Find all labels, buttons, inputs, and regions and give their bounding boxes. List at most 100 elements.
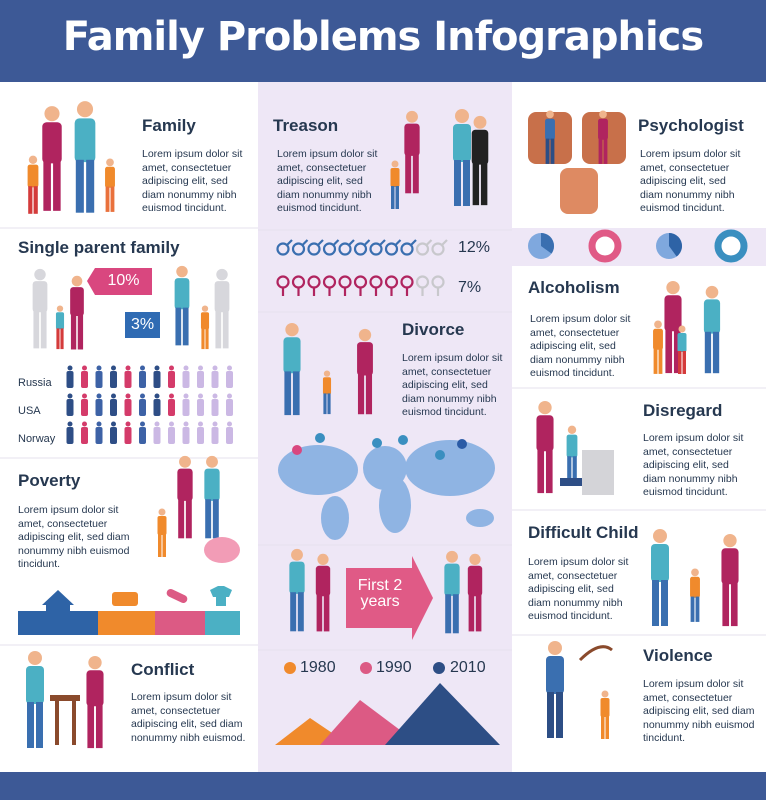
- icon-body: [110, 399, 117, 416]
- icon-head: [198, 365, 203, 371]
- legend-label: 2010: [450, 659, 486, 676]
- icon-body: [197, 399, 204, 416]
- person-head: [538, 400, 552, 415]
- person-head: [406, 110, 418, 123]
- male-icon-arrow: [379, 239, 386, 246]
- icon-head: [227, 421, 232, 427]
- person-body: [70, 287, 84, 317]
- map-continent: [466, 509, 494, 527]
- person-head: [446, 550, 458, 563]
- male-icon-arrow: [317, 239, 324, 246]
- person-head: [158, 508, 166, 516]
- icon-head: [169, 393, 174, 399]
- person-body: [703, 299, 721, 334]
- person-head: [176, 265, 188, 278]
- person-leg: [292, 371, 300, 416]
- person-head: [106, 158, 114, 167]
- person-leg: [472, 162, 480, 206]
- male-icon: [431, 242, 445, 256]
- section-title: Conflict: [131, 660, 195, 679]
- female-stat: 7%: [458, 279, 482, 296]
- person-body: [653, 328, 663, 350]
- person-leg: [75, 159, 84, 213]
- person-head: [705, 285, 719, 299]
- person-leg: [27, 702, 34, 748]
- person-head: [88, 655, 102, 670]
- table: [50, 695, 80, 701]
- icon-body: [197, 427, 204, 444]
- male-icon: [291, 242, 306, 256]
- person-leg: [28, 186, 33, 214]
- person-leg: [201, 328, 205, 350]
- person-leg: [545, 449, 553, 494]
- legend-dot: [360, 662, 372, 674]
- person-head: [358, 328, 372, 342]
- person-leg: [70, 314, 77, 350]
- person-leg: [712, 331, 720, 374]
- person-leg: [215, 310, 222, 349]
- map-pin: [292, 445, 302, 455]
- person-leg: [475, 594, 482, 632]
- person-body: [214, 281, 230, 313]
- map-continent: [379, 477, 411, 533]
- person-head: [317, 553, 329, 566]
- person-body: [322, 377, 332, 395]
- male-icon-arrow: [425, 239, 433, 246]
- person-leg: [95, 704, 103, 749]
- person-body: [404, 123, 420, 156]
- person-leg: [297, 592, 304, 632]
- icon-head: [140, 365, 145, 371]
- male-icon-arrow: [301, 239, 309, 246]
- person-head: [455, 109, 469, 123]
- person-leg: [661, 580, 668, 626]
- icon-head: [111, 421, 116, 427]
- chair-back: [560, 168, 598, 214]
- icon-body: [66, 371, 74, 388]
- legend-label: 1990: [376, 659, 412, 676]
- section-text: Lorem ipsum dolor sit amet, consectetuer…: [402, 352, 503, 419]
- person-body: [467, 565, 483, 597]
- section-title: Alcoholism: [528, 278, 620, 297]
- person-body: [357, 342, 373, 376]
- person-head: [666, 280, 680, 295]
- person-leg: [158, 534, 162, 557]
- male-icon-arrow: [348, 239, 355, 246]
- section-title: Treason: [273, 116, 339, 135]
- person-leg: [547, 692, 554, 738]
- arrow-shape: [346, 556, 433, 640]
- person-leg: [178, 499, 185, 539]
- person-leg: [665, 329, 673, 374]
- person-head: [469, 553, 481, 566]
- icon-body: [211, 399, 219, 416]
- person-leg: [77, 314, 84, 350]
- person-head: [216, 268, 228, 281]
- arrow-label: First 2 years: [357, 577, 403, 610]
- person-leg: [110, 186, 115, 212]
- person-leg: [704, 331, 712, 374]
- section-title: Psychologist: [638, 116, 744, 135]
- icon-body: [139, 399, 146, 416]
- person-leg: [658, 348, 663, 374]
- person-body: [157, 516, 167, 535]
- icon-body: [81, 371, 88, 388]
- icon-head: [140, 393, 145, 399]
- person-head: [28, 155, 38, 164]
- male-icon-arrow: [332, 239, 340, 246]
- icon-body: [139, 427, 146, 444]
- icon-head: [96, 365, 102, 371]
- icon-head: [125, 365, 131, 371]
- person-head: [691, 568, 699, 577]
- person-body: [177, 468, 193, 501]
- section-text: Lorem ipsum dolor sit amet, consectetuer…: [643, 678, 755, 745]
- person-leg: [357, 373, 365, 415]
- male-icon: [338, 242, 352, 256]
- icon-head: [212, 421, 218, 427]
- person-leg: [652, 580, 659, 626]
- person-leg: [603, 138, 608, 164]
- icon-body: [211, 371, 219, 388]
- person-head: [678, 325, 686, 333]
- person-leg: [412, 154, 419, 194]
- male-icon: [400, 242, 414, 256]
- person-leg: [323, 393, 327, 415]
